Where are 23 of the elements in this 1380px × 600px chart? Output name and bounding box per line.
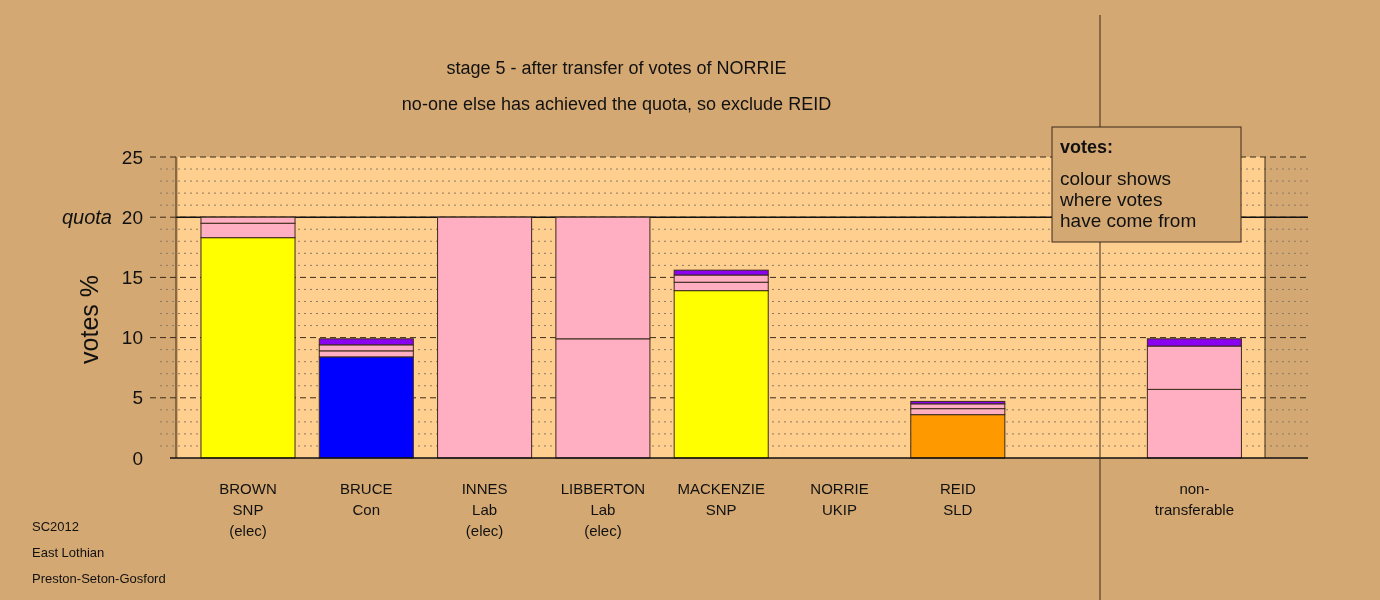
chart-subtitle: no-one else has achieved the quota, so exclude REID [401, 94, 832, 114]
annotation: colour shows where votes have come from [1059, 168, 1197, 231]
text: East Lothian [32, 545, 105, 560]
text: votes: [1060, 137, 1114, 157]
text: Preston-Seton-Gosford [32, 571, 166, 586]
chart-title: stage 5 - after transfer of votes of NORRIE [446, 58, 787, 78]
x-tick-label: BRUCE Con [340, 480, 393, 518]
x-tick-label: LIBBERTON Lab (elec) [560, 480, 646, 539]
x-tick-label: INNES Lab (elec) [461, 480, 508, 539]
ref-line-label: quota [61, 206, 112, 229]
y-tick-label: 20 [121, 206, 143, 228]
x-tick-label: NORRIE UKIP [810, 480, 869, 518]
y-tick-label: 25 [121, 146, 143, 168]
text: SC2012 [32, 519, 79, 534]
y-tick-label: 15 [121, 266, 143, 288]
x-tick-label: non- transferable [1154, 480, 1235, 518]
y-tick-label: 0 [132, 447, 143, 469]
x-tick-label: BROWN SNP (elec) [219, 480, 277, 539]
y-tick-label: 10 [121, 327, 143, 349]
x-tick-label: REID SLD [939, 480, 976, 518]
x-tick-label: MACKENZIE SNP [677, 480, 765, 518]
y-axis-title: votes % [75, 275, 103, 364]
y-tick-label: 5 [132, 387, 143, 409]
